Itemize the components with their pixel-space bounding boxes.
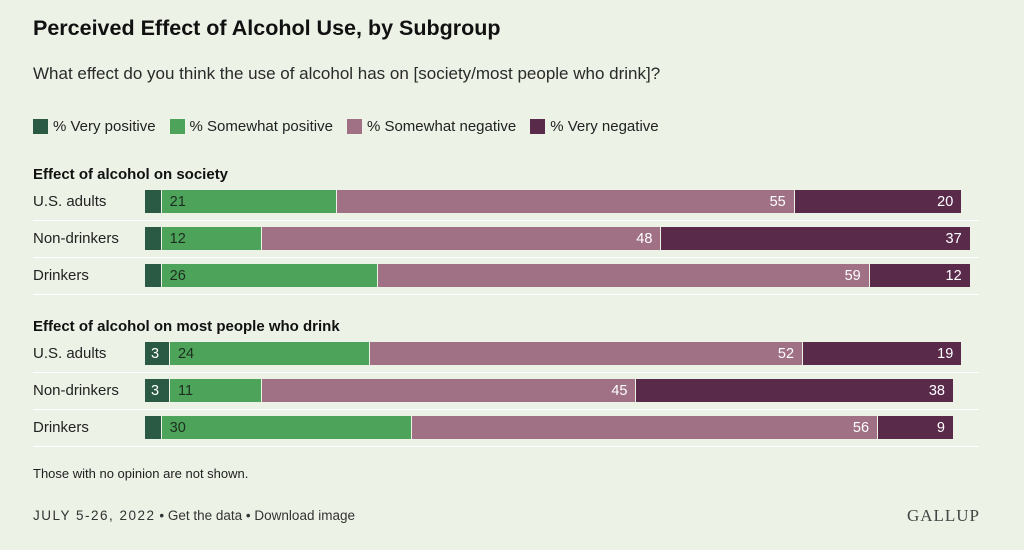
stacked-bar: 30 56 9 [145,416,953,439]
data-label: 37 [945,230,962,247]
data-label: 3 [150,345,160,362]
bar-segment-somewhat-negative: 45 [261,379,637,402]
data-label: 3 [150,382,160,399]
bar-segment-very-negative: 9 [878,416,953,439]
data-label: 45 [611,382,628,399]
footer-separator: • [245,508,251,523]
data-label: 55 [769,193,786,210]
bar-segment-very-positive [145,416,162,439]
bar-segment-somewhat-negative: 56 [411,416,879,439]
group-title: Effect of alcohol on society [33,166,229,183]
bar-segment-somewhat-positive: 21 [161,190,337,213]
stacked-bar: 12 48 37 [145,227,970,250]
legend-item-somewhat-negative: % Somewhat negative [346,118,517,135]
legend-label: % Very negative [550,118,659,135]
data-label: 59 [844,267,861,284]
row-divider [33,446,979,447]
stacked-bar: 21 55 20 [145,190,962,213]
data-label: 48 [636,230,653,247]
legend-swatch [530,119,546,134]
row-label: Non-drinkers [33,230,119,247]
bar-segment-very-negative: 20 [794,190,962,213]
bar-segment-very-negative: 19 [803,342,962,365]
footer-separator: • [159,508,165,523]
legend-item-very-negative: % Very negative [530,118,659,135]
bar-segment-very-positive: 3 [145,379,170,402]
bar-segment-somewhat-positive: 30 [161,416,412,439]
bar-segment-very-positive: 3 [145,342,170,365]
bar-segment-somewhat-negative: 59 [378,264,870,287]
legend-label: % Very positive [53,118,156,135]
bar-segment-very-positive [145,264,162,287]
row-divider [33,409,979,410]
bar-segment-very-positive [145,227,162,250]
data-label: 38 [928,382,945,399]
data-label: 12 [945,267,962,284]
stacked-bar: 3 24 52 19 [145,342,962,365]
legend-swatch [33,119,48,134]
footer-date: JULY 5-26, 2022 [33,508,156,523]
data-label: 24 [177,345,195,362]
bar-segment-somewhat-positive: 11 [169,379,262,402]
gallup-logo: GALLUP [906,506,980,525]
chart-note: Those with no opinion are not shown. [33,466,249,481]
stacked-bar: 26 59 12 [145,264,970,287]
bar-segment-somewhat-positive: 24 [169,342,370,365]
get-data-link[interactable]: Get the data [167,508,243,523]
data-label: 30 [169,419,186,436]
group-title: Effect of alcohol on most people who dri… [33,318,340,335]
row-divider [33,294,979,295]
download-image-link[interactable]: Download image [254,508,355,523]
bar-segment-somewhat-negative: 52 [369,342,804,365]
data-label: 11 [177,382,194,399]
row-divider [33,257,979,258]
data-label: 21 [169,193,186,210]
data-label: 52 [777,345,795,362]
data-label: 20 [937,193,954,210]
row-label: U.S. adults [33,345,107,362]
legend-item-very-positive: % Very positive [33,118,156,135]
bar-segment-somewhat-negative: 55 [336,190,795,213]
data-label: 12 [169,230,186,247]
chart-title: Perceived Effect of Alcohol Use, by Subg… [33,16,501,40]
legend: % Very positive % Somewhat positive % So… [33,118,673,135]
data-label: 26 [169,267,186,284]
row-label: Drinkers [33,267,89,284]
bar-segment-very-negative: 38 [636,379,953,402]
legend-item-somewhat-positive: % Somewhat positive [169,118,333,135]
chart-subtitle: What effect do you think the use of alco… [33,64,661,83]
row-divider [33,372,979,373]
bar-segment-very-positive [145,190,162,213]
bar-segment-somewhat-positive: 26 [161,264,379,287]
legend-swatch [346,119,362,134]
data-label: 56 [852,419,870,436]
data-label: 9 [936,419,945,436]
row-divider [33,220,979,221]
bar-segment-somewhat-negative: 48 [261,227,662,250]
legend-label: % Somewhat positive [189,118,333,135]
data-label: 19 [937,345,954,362]
bar-segment-very-negative: 37 [661,227,970,250]
row-label: U.S. adults [33,193,107,210]
row-label: Drinkers [33,419,89,436]
row-label: Non-drinkers [33,382,119,399]
bar-segment-very-negative: 12 [869,264,970,287]
bar-segment-somewhat-positive: 12 [161,227,262,250]
legend-label: % Somewhat negative [366,118,517,135]
legend-swatch [169,119,185,134]
footer: JULY 5-26, 2022 • Get the data • Downloa… [33,508,355,523]
stacked-bar: 3 11 45 38 [145,379,953,402]
